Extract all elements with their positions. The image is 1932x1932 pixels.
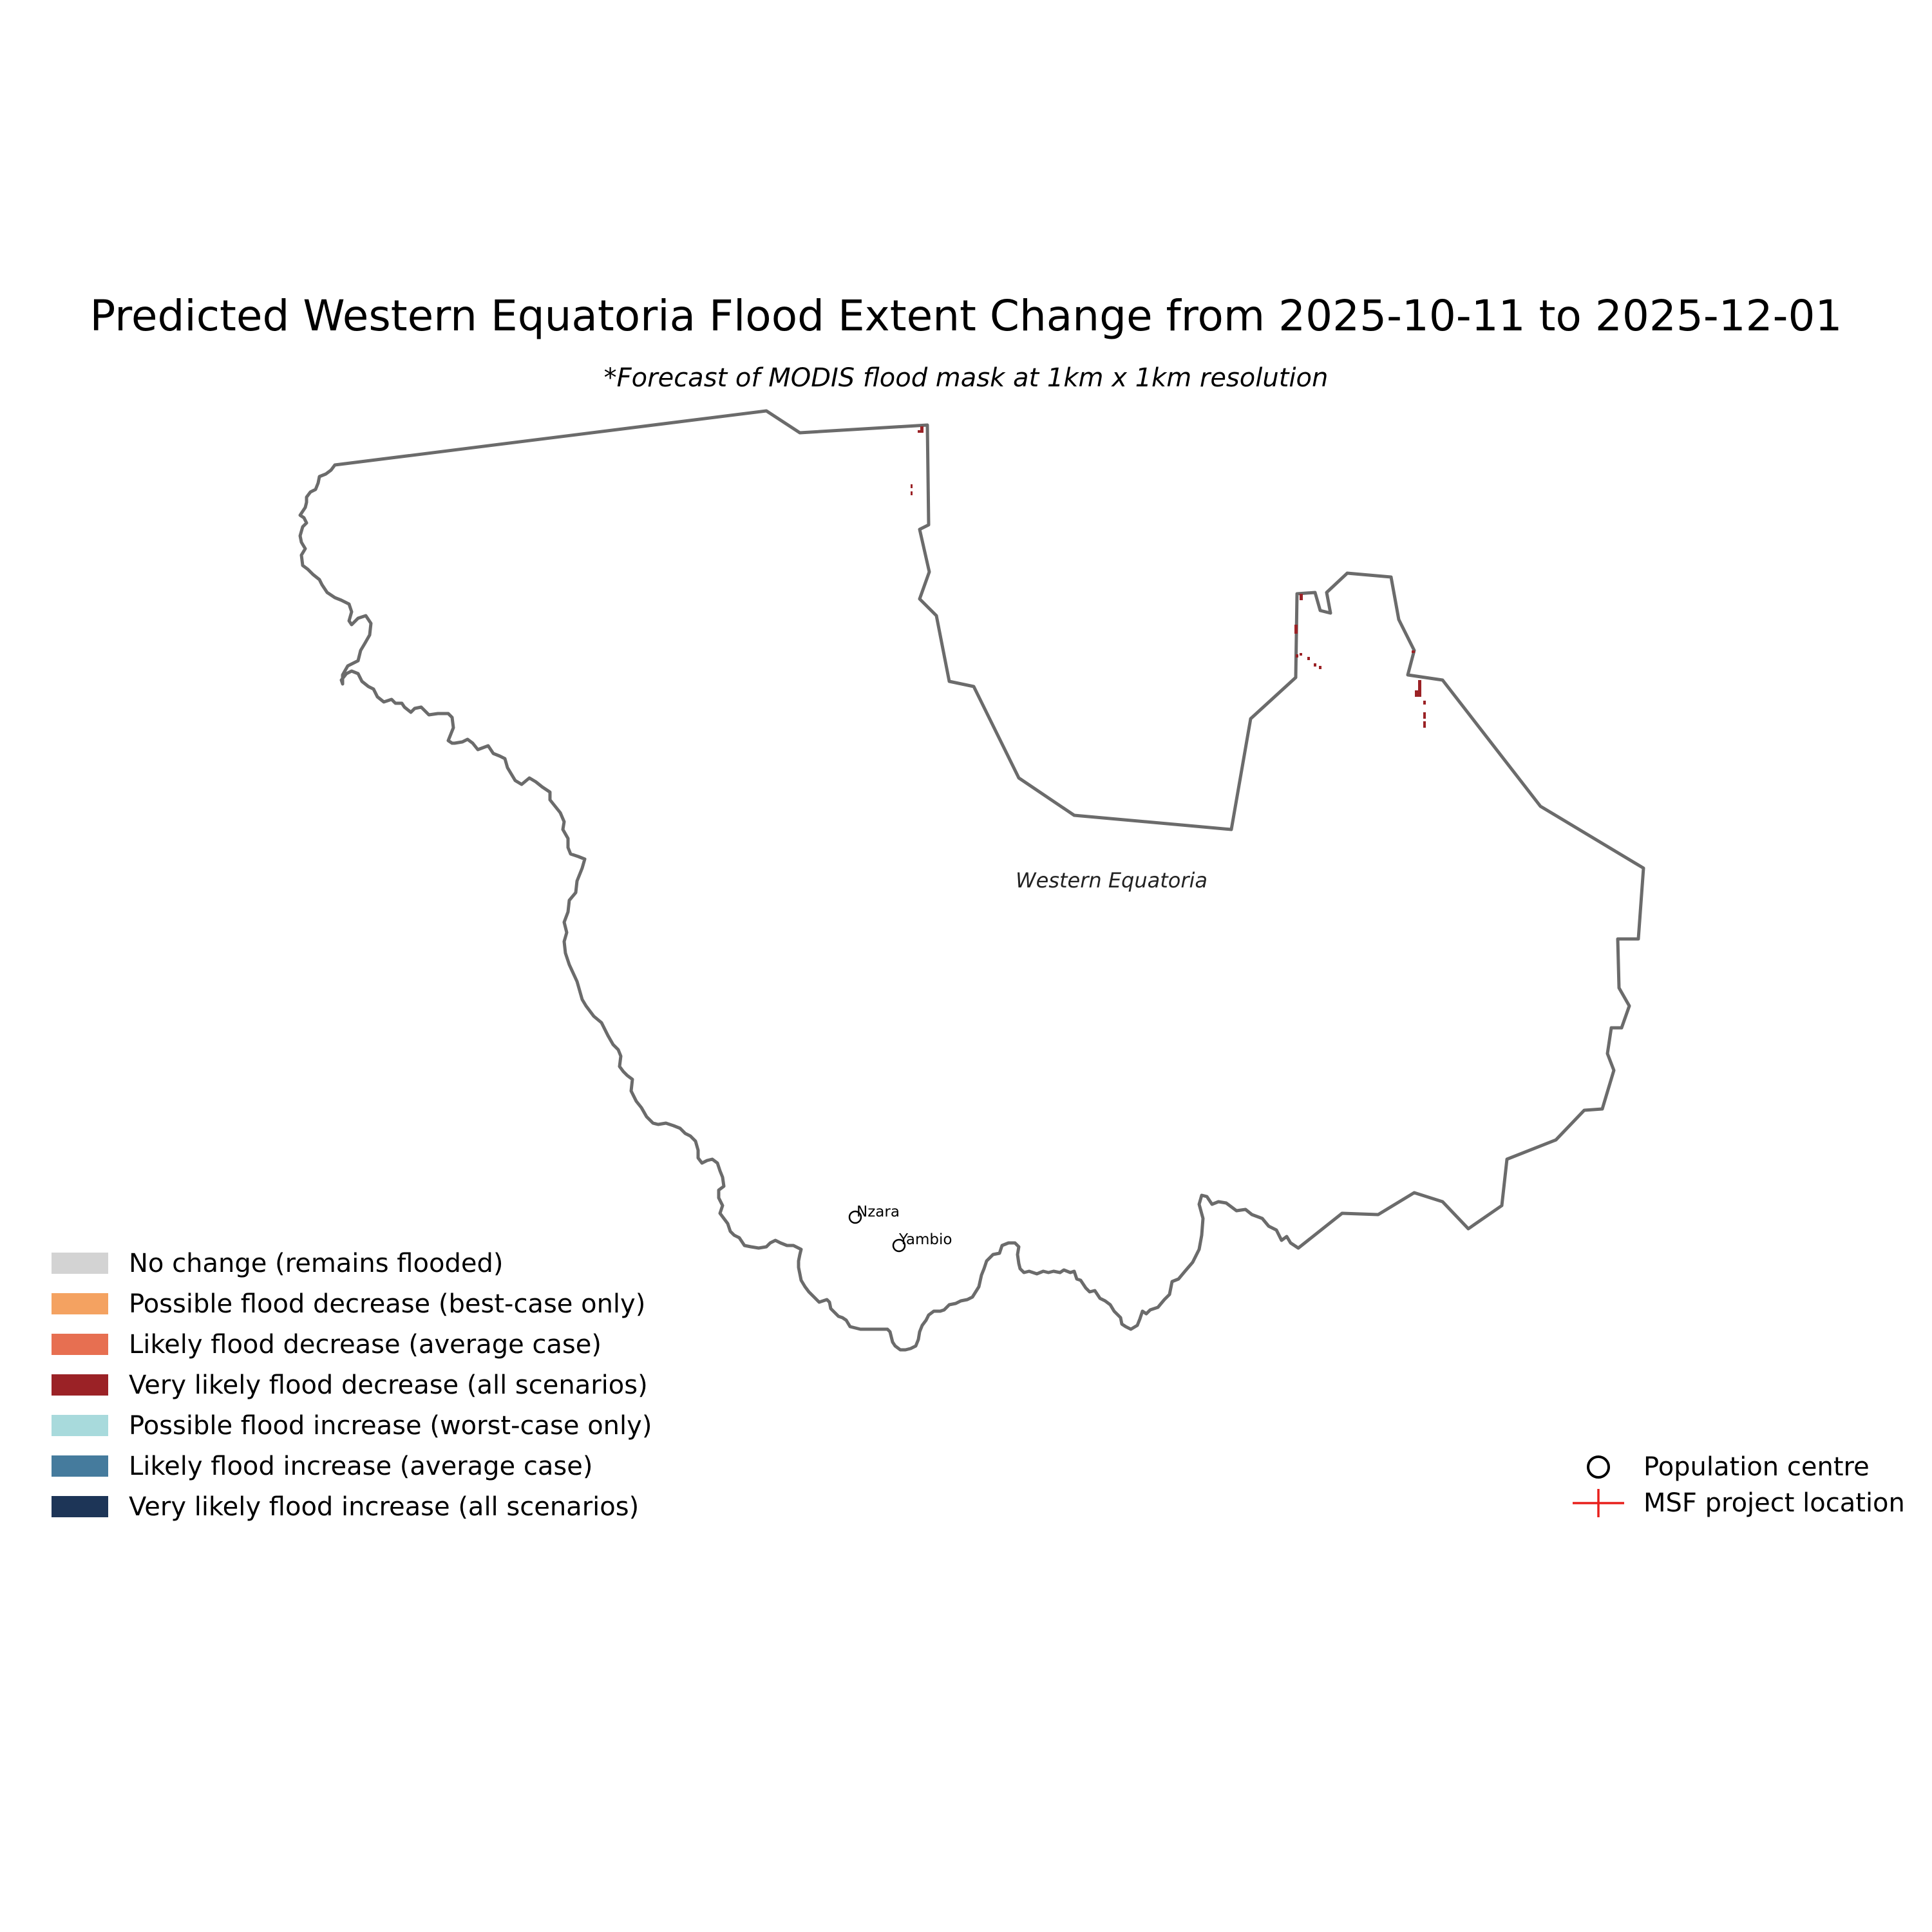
legend-label: MSF project location xyxy=(1643,1488,1905,1518)
legend-item: Possible flood decrease (best-case only) xyxy=(52,1283,652,1324)
legend-label: Possible flood decrease (best-case only) xyxy=(129,1289,646,1319)
region-boundary xyxy=(298,409,1645,1352)
flood-change-legend: No change (remains flooded) Possible flo… xyxy=(52,1243,652,1527)
legend-label: Possible flood increase (worst-case only… xyxy=(129,1410,652,1441)
legend-label: Likely flood increase (average case) xyxy=(129,1451,593,1481)
map-subtitle: *Forecast of MODIS flood mask at 1km x 1… xyxy=(603,363,1329,393)
yambio-marker-icon xyxy=(892,1238,906,1253)
legend-swatch xyxy=(52,1496,108,1517)
legend-swatch xyxy=(52,1415,108,1436)
nzara-label: Nzara xyxy=(857,1204,900,1220)
legend-item: No change (remains flooded) xyxy=(52,1243,652,1283)
region-label: Western Equatoria xyxy=(1016,868,1208,893)
legend-item: Possible flood increase (worst-case only… xyxy=(52,1405,652,1446)
legend-label: Population centre xyxy=(1643,1452,1870,1482)
legend-item: Very likely flood decrease (all scenario… xyxy=(52,1365,652,1405)
yambio-label: Yambio xyxy=(898,1231,952,1248)
legend-label: Very likely flood decrease (all scenario… xyxy=(129,1370,648,1400)
legend-item: Likely flood increase (average case) xyxy=(52,1446,652,1486)
legend-item: Very likely flood increase (all scenario… xyxy=(52,1486,652,1527)
legend-swatch xyxy=(52,1334,108,1355)
legend-item: Likely flood decrease (average case) xyxy=(52,1324,652,1365)
marker-legend: Population centre MSF project location xyxy=(1571,1449,1905,1521)
legend-swatch xyxy=(52,1374,108,1396)
legend-swatch xyxy=(52,1293,108,1314)
msf-project-icon xyxy=(1571,1485,1625,1521)
legend-item: MSF project location xyxy=(1571,1485,1905,1521)
legend-item: Population centre xyxy=(1571,1449,1905,1485)
legend-swatch xyxy=(52,1253,108,1274)
legend-label: Likely flood decrease (average case) xyxy=(129,1329,601,1359)
flood-decrease-pixels xyxy=(911,426,1426,728)
map-title: Predicted Western Equatoria Flood Extent… xyxy=(90,291,1842,341)
legend-label: No change (remains flooded) xyxy=(129,1248,504,1278)
population-centre-icon xyxy=(1571,1449,1625,1485)
legend-label: Very likely flood increase (all scenario… xyxy=(129,1492,639,1522)
legend-swatch xyxy=(52,1455,108,1477)
nzara-marker-icon xyxy=(848,1210,862,1224)
